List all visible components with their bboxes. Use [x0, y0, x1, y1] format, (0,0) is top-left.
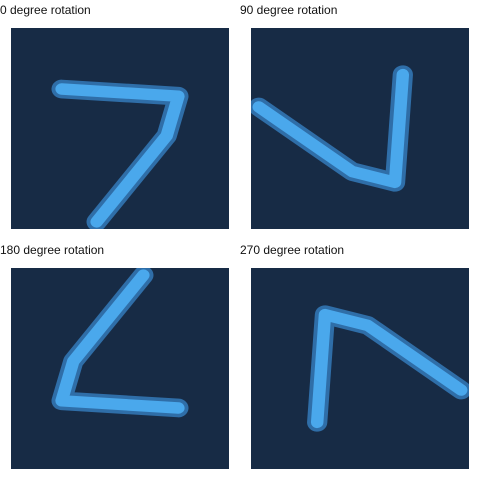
digit-image-270-degree — [251, 268, 469, 469]
digit-stroke-group — [251, 65, 413, 192]
panel-label: 90 degree rotation — [240, 3, 338, 17]
digit-stroke-group — [51, 79, 189, 229]
digit-image-90-degree — [251, 28, 469, 229]
digit-image-0-degree — [11, 28, 229, 229]
digit-7-rotated-180-icon — [51, 268, 189, 418]
digit-image-180-degree — [11, 268, 229, 469]
digit-7-icon — [51, 79, 189, 229]
panel-label: 0 degree rotation — [0, 3, 91, 17]
panel-label: 270 degree rotation — [240, 243, 345, 257]
digit-stroke-group — [51, 268, 189, 418]
digit-7-rotated-270-icon — [307, 305, 469, 432]
panel-label: 180 degree rotation — [0, 243, 105, 257]
digit-stroke-group — [307, 305, 469, 432]
digit-7-rotated-90-icon — [251, 65, 413, 192]
